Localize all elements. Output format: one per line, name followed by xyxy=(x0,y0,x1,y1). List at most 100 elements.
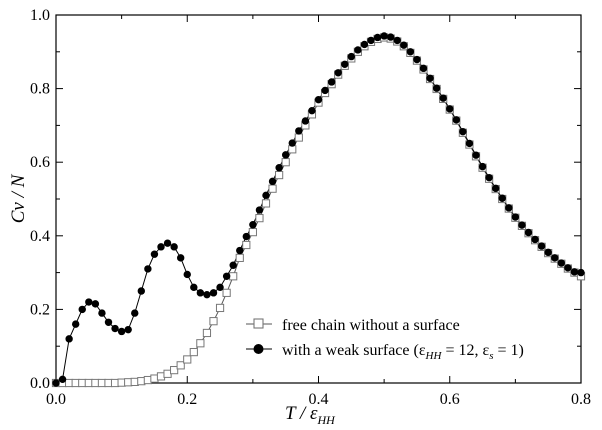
data-point-weak-surface xyxy=(321,86,329,95)
legend-marker-free-chain xyxy=(253,318,264,329)
data-point-weak-surface xyxy=(360,40,369,49)
x-axis-label-sub: HH xyxy=(317,413,337,427)
data-point-free-chain xyxy=(261,199,271,208)
y-tick-label: 0.8 xyxy=(30,81,50,98)
data-point-weak-surface xyxy=(78,305,86,314)
data-point-weak-surface xyxy=(308,106,316,115)
data-point-free-chain xyxy=(248,228,257,237)
data-point-weak-surface xyxy=(373,33,382,42)
data-point-free-chain xyxy=(222,288,231,297)
data-point-weak-surface xyxy=(531,235,539,244)
data-point-weak-surface xyxy=(544,248,552,257)
legend-weak-sub1: HH xyxy=(425,350,443,362)
y-axis-label: Cv / N xyxy=(8,173,29,223)
data-point-weak-surface xyxy=(524,228,533,237)
data-point-weak-surface xyxy=(518,221,526,229)
data-point-weak-surface xyxy=(144,265,152,273)
legend: free chain without a surface with a weak… xyxy=(246,317,524,362)
data-point-weak-surface xyxy=(275,164,283,172)
data-point-weak-surface xyxy=(452,116,461,124)
data-point-weak-surface xyxy=(393,36,401,45)
data-point-weak-surface xyxy=(209,289,218,297)
data-point-weak-surface xyxy=(236,246,244,255)
data-point-weak-surface xyxy=(301,117,310,125)
data-point-weak-surface xyxy=(176,254,185,262)
x-tick-label: 0.8 xyxy=(571,391,591,408)
data-point-weak-surface xyxy=(557,259,566,267)
y-tick-label: 0.4 xyxy=(30,228,50,245)
data-point-weak-surface xyxy=(288,139,296,147)
data-point-free-chain xyxy=(189,347,198,357)
data-point-weak-surface xyxy=(190,283,198,292)
data-point-weak-surface xyxy=(314,95,323,104)
data-point-weak-surface xyxy=(137,287,146,295)
data-point-weak-surface xyxy=(71,320,80,328)
legend-weak-part1: with a weak surface (ε xyxy=(282,342,426,359)
data-point-free-chain xyxy=(255,214,264,223)
legend-entry-weak-surface: with a weak surface (εHH = 12, εs = 1) xyxy=(246,342,524,362)
data-point-weak-surface xyxy=(465,139,474,148)
data-point-weak-surface xyxy=(65,335,73,343)
x-tick-label: 0.2 xyxy=(177,391,197,408)
data-point-weak-surface xyxy=(255,206,264,214)
data-point-weak-surface xyxy=(498,194,506,202)
data-point-weak-surface xyxy=(249,221,257,229)
data-point-weak-surface xyxy=(229,261,237,269)
data-point-weak-surface xyxy=(511,213,520,221)
data-point-weak-surface xyxy=(196,289,205,297)
x-axis-label-main: T / ε xyxy=(285,403,318,424)
data-point-free-chain xyxy=(183,355,192,364)
data-point-free-chain xyxy=(281,158,290,167)
data-point-weak-surface xyxy=(354,46,362,54)
legend-weak-sub2: s xyxy=(489,350,493,362)
data-point-free-chain xyxy=(209,317,218,326)
y-tick-label: 0.0 xyxy=(30,375,50,392)
data-point-weak-surface xyxy=(52,379,60,387)
data-point-weak-surface xyxy=(570,268,579,276)
data-point-weak-surface xyxy=(242,232,251,241)
data-point-weak-surface xyxy=(124,325,132,334)
data-point-weak-surface xyxy=(386,33,395,41)
data-point-free-chain xyxy=(294,133,303,142)
data-point-weak-surface xyxy=(268,177,277,186)
data-point-weak-surface xyxy=(446,105,454,113)
legend-label-weak-surface: with a weak surface (εHH = 12, εs = 1) xyxy=(282,342,524,362)
data-point-weak-surface xyxy=(327,78,336,86)
data-point-weak-surface xyxy=(491,184,500,193)
data-point-weak-surface xyxy=(85,298,93,306)
data-point-weak-surface xyxy=(564,264,572,272)
series-markers xyxy=(51,32,586,388)
data-point-weak-surface xyxy=(157,243,165,251)
y-tick-label: 0.2 xyxy=(30,301,50,318)
y-tick-label: 0.6 xyxy=(30,154,50,171)
x-axis-label: T / εHH xyxy=(285,403,336,427)
data-point-free-chain xyxy=(235,253,244,262)
data-point-free-chain xyxy=(196,339,205,348)
data-point-free-chain xyxy=(268,184,277,193)
data-point-weak-surface xyxy=(281,151,290,159)
data-point-free-chain xyxy=(242,240,251,250)
data-point-weak-surface xyxy=(485,173,493,182)
data-point-weak-surface xyxy=(150,250,159,258)
data-point-weak-surface xyxy=(111,324,119,333)
data-point-weak-surface xyxy=(432,84,441,92)
data-point-weak-surface xyxy=(472,151,480,159)
data-point-free-chain xyxy=(215,303,225,313)
axis-tick-labels: 0.0 0.2 0.4 0.6 0.8 0.0 0.2 0.4 0.6 0.8 1.0 xyxy=(30,7,591,408)
data-point-free-chain xyxy=(275,170,284,180)
data-point-weak-surface xyxy=(505,204,513,212)
data-point-weak-surface xyxy=(478,162,487,171)
data-point-weak-surface xyxy=(98,309,106,317)
data-point-weak-surface xyxy=(347,52,356,61)
data-point-weak-surface xyxy=(367,36,375,45)
data-point-weak-surface xyxy=(419,64,428,73)
data-point-free-chain xyxy=(202,328,212,338)
axis-ticks xyxy=(55,14,582,384)
data-point-weak-surface xyxy=(163,239,172,247)
x-tick-label: 0.6 xyxy=(440,391,460,408)
data-point-weak-surface xyxy=(334,69,342,77)
data-point-weak-surface xyxy=(537,242,546,250)
legend-label-free-chain: free chain without a surface xyxy=(282,317,460,334)
data-point-weak-surface xyxy=(262,191,270,200)
